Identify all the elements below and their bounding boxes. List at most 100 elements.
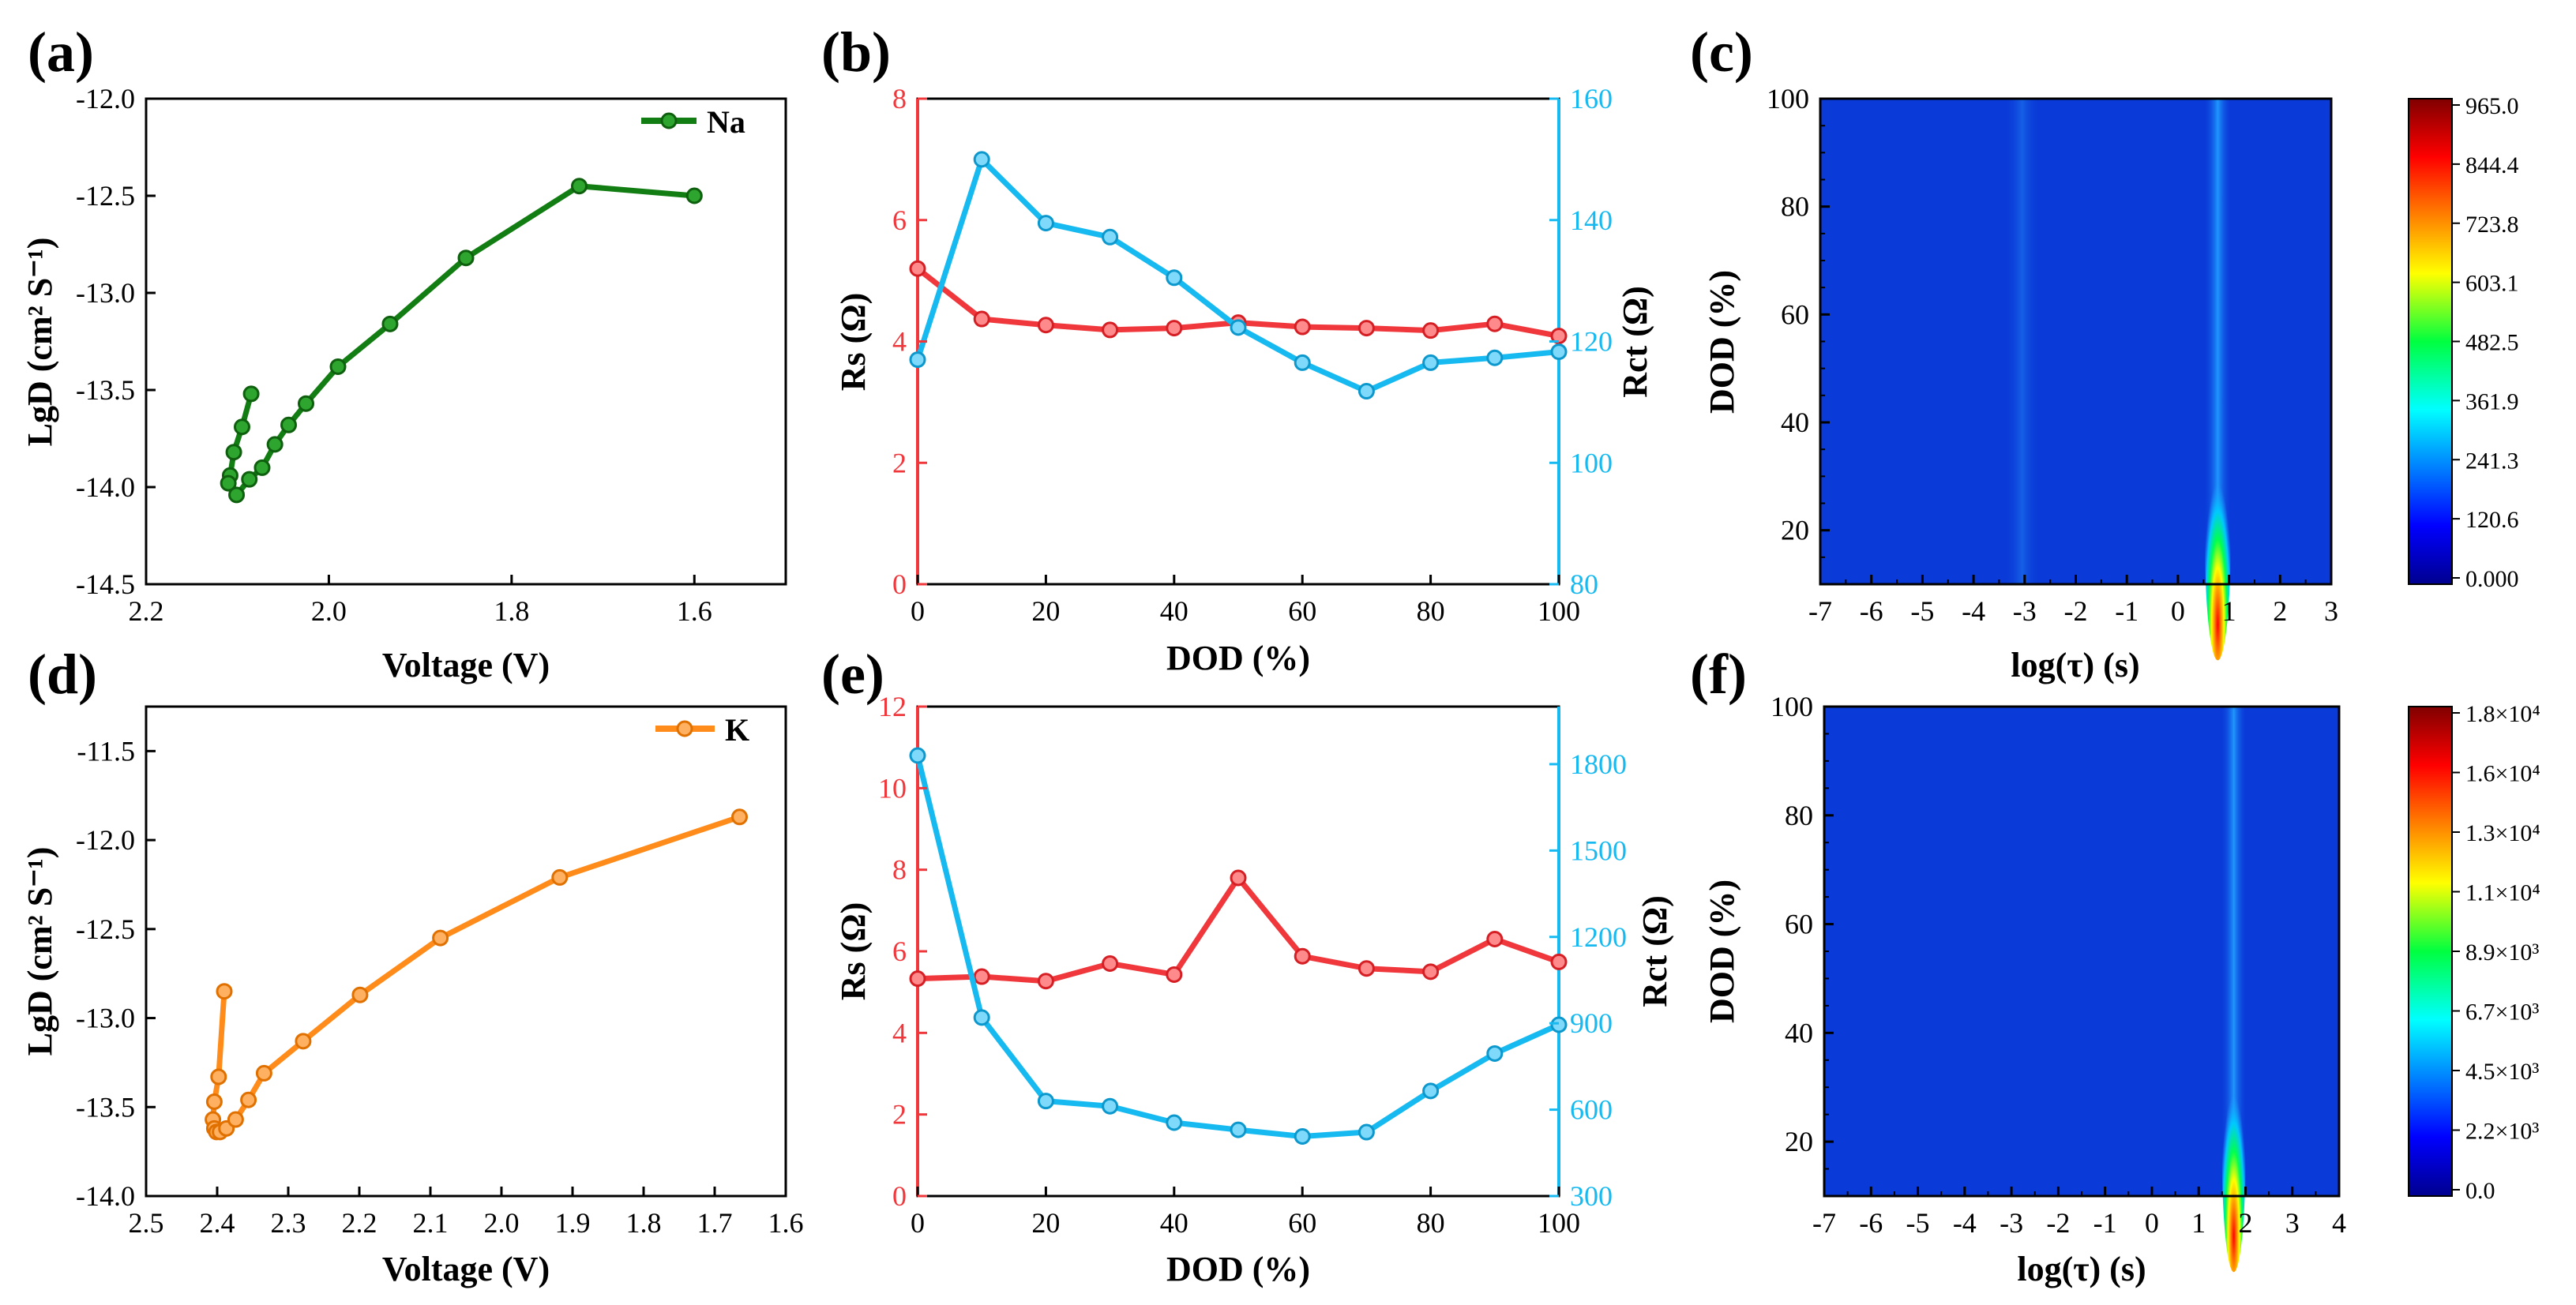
k-series-point (240, 1091, 257, 1108)
x-tick-label: -7 (1808, 595, 1832, 627)
rct-series-point (1037, 1093, 1054, 1110)
rct-series-point (1166, 1114, 1183, 1131)
plot-frame-a (145, 97, 787, 586)
rct-series-point (973, 1009, 990, 1026)
y-axis-label-a: LgD (cm² S⁻¹) (21, 238, 59, 447)
left-y-tick-label: -14.0 (76, 1180, 135, 1212)
y-tick-label: 20 (1781, 515, 1809, 546)
x-tick-label: 1.6 (768, 1207, 804, 1239)
x-tick-label: 1.8 (494, 595, 529, 627)
rct-series-point (909, 351, 926, 369)
panel-label-a: (a) (28, 21, 94, 84)
panel-c-drt-heatmap: (c) -7 -6 -5 -4 -3 -2 -1 0 1 2 3 20 40 60 80 100 log(τ)… (1690, 21, 2519, 684)
axes-f: -7 -6 -5 -4 -3 -2 -1 0 1 2 3 4 20 40 60 80 100 (1771, 691, 2346, 1239)
left-y-tick-label: -13.0 (76, 277, 135, 309)
x-axis-label-e: DOD (%) (1166, 1250, 1310, 1288)
x-tick-label: 4 (2332, 1207, 2346, 1239)
y-axis-label-left-b: Rs (Ω) (834, 293, 873, 391)
panel-a-na-diffusion: (a) 2.2 2.0 1.8 1.6 -14.5 -14.0 -13.5 -13.0 -12.… (21, 21, 787, 684)
right-y-tick-label: 900 (1570, 1007, 1613, 1039)
panel-e-impedance: (e) 0 20 40 60 80 100 0 2 4 6 8 10 12 300 600 900 1200 15… (821, 643, 1674, 1288)
plot-area-e (909, 747, 1568, 1146)
left-y-tick-label: 12 (878, 691, 907, 722)
colorbar-ticks-c: 965.0 844.4 723.8 603.1 482.5 361.9 241.3 120.6… (2452, 93, 2519, 592)
left-y-tick-label: -13.5 (76, 374, 135, 406)
na-series-point (220, 474, 237, 492)
rct-series-line (914, 156, 1560, 395)
colorbar-tick-label: 844.4 (2465, 152, 2519, 178)
na-series-point (242, 385, 260, 403)
x-tick-label: 1.8 (626, 1207, 662, 1239)
x-tick-label: 2.2 (342, 1207, 377, 1239)
rs-series-point (973, 968, 990, 985)
left-y-tick-label: 8 (892, 854, 907, 886)
y-tick-label: 60 (1781, 298, 1809, 330)
x-tick-label: -5 (1910, 595, 1934, 627)
na-series-point (329, 358, 347, 375)
right-y-tick-label: 140 (1570, 204, 1613, 236)
heatmap-bg-f (1824, 707, 2339, 1196)
x-tick-label: 2.4 (200, 1207, 235, 1239)
plot-frame-d (145, 705, 787, 1198)
x-tick-label: 1.9 (555, 1207, 591, 1239)
na-series-point (280, 416, 298, 433)
rct-series-point (1357, 1123, 1375, 1141)
legend-label-k: K (725, 712, 749, 748)
rs-series-point (1357, 320, 1375, 337)
rct-series-point (1486, 349, 1504, 366)
x-tick-label: -3 (2013, 595, 2037, 627)
x-tick-label: -2 (2046, 1207, 2070, 1239)
rs-series-point (1550, 953, 1568, 970)
colorbar-f (2408, 706, 2453, 1197)
rs-series-point (973, 310, 990, 328)
panel-label-e: (e) (821, 643, 884, 706)
k-series-point (205, 1093, 223, 1111)
left-y-tick-label: 2 (892, 447, 907, 478)
panel-f-drt-heatmap: (f) -7 -6 -5 -4 -3 -2 -1 0 1 2 3 4 20 40 60 80 100 log(τ… (1690, 643, 2540, 1288)
rs-series-point (1230, 869, 1247, 887)
y-axis-label-c: DOD (%) (1703, 270, 1741, 414)
rs-series-point (1166, 966, 1183, 983)
colorbar-tick-label: 0.0 (2465, 1178, 2495, 1204)
na-series-point (228, 486, 246, 504)
x-tick-label: 3 (2285, 1207, 2300, 1239)
rct-series-point (973, 151, 990, 168)
rct-series-point (1166, 269, 1183, 287)
x-tick-label: 1.7 (697, 1207, 733, 1239)
rct-series-point (1422, 354, 1440, 371)
x-axis-label-a: Voltage (V) (382, 646, 550, 684)
rs-series-point (1357, 960, 1375, 977)
y-tick-label: 20 (1785, 1126, 1813, 1157)
rct-series-point (1357, 383, 1375, 400)
na-series-point (241, 471, 258, 488)
x-tick-label: 80 (1417, 595, 1445, 627)
y-axis-label-left-e: Rs (Ω) (834, 902, 873, 1000)
x-axis-label-c: log(τ) (s) (2011, 646, 2139, 684)
y-tick-label: 60 (1785, 909, 1813, 940)
left-y-tick-label: 4 (892, 1017, 907, 1048)
heatmap-area-f (2221, 707, 2247, 1273)
rct-series-point (1102, 1097, 1119, 1115)
x-tick-label: -3 (2000, 1207, 2023, 1239)
rs-series-point (1166, 320, 1183, 337)
y-axis-label-d: LgD (cm² S⁻¹) (21, 847, 59, 1056)
plot-area-d (205, 808, 748, 1141)
x-tick-label: -6 (1859, 1207, 1883, 1239)
x-tick-label: 1 (2222, 595, 2236, 627)
x-tick-label: 100 (1538, 1207, 1580, 1239)
colorbar-tick-label: 0.000 (2465, 566, 2519, 592)
x-axis-label-f: log(τ) (s) (2017, 1250, 2146, 1288)
k-series-point (551, 868, 569, 886)
left-y-tick-label: 6 (892, 204, 907, 236)
panel-label-b: (b) (821, 21, 891, 84)
legend-label-na: Na (707, 104, 745, 140)
left-y-tick-label: -12.0 (76, 83, 135, 114)
na-series-point (298, 395, 314, 412)
plot-area-b (909, 151, 1568, 400)
x-tick-label: 2.5 (129, 1207, 164, 1239)
colorbar-tick-label: 1.8×10⁴ (2465, 701, 2540, 727)
colorbar-tick-label: 241.3 (2465, 448, 2519, 474)
rs-series-point (909, 970, 926, 988)
y-axis-label-right-b: Rct (Ω) (1616, 286, 1654, 398)
